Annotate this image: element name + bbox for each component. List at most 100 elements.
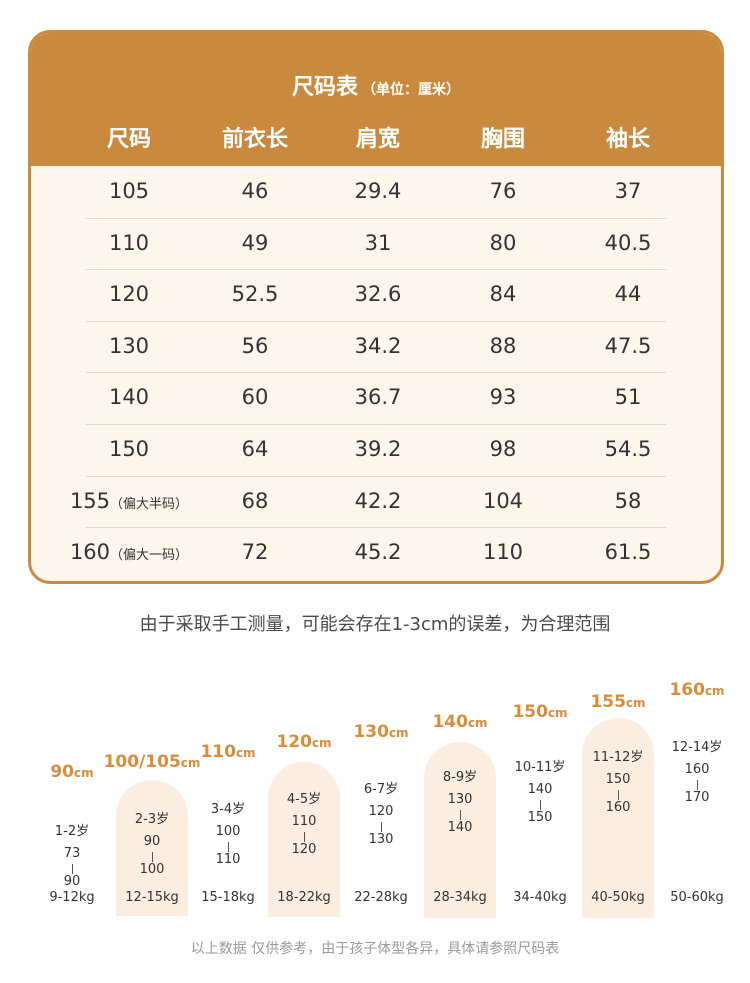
size-table-header: 尺码表 （单位：厘米） 尺码 前衣长 肩宽 胸围 袖长 — [31, 33, 721, 166]
age-range: 11-12岁 — [592, 750, 644, 765]
cell-length-value: 49 — [241, 230, 269, 255]
cell-chest: 93 — [433, 372, 573, 424]
age-range: 2-3岁 — [134, 812, 170, 827]
cell-shoulder-value: 32.6 — [354, 282, 402, 307]
cell-chest: 110 — [433, 527, 573, 579]
cell-chest-value: 93 — [489, 385, 517, 410]
cell-chest: 76 — [433, 166, 573, 218]
cell-size: 120 — [59, 269, 199, 321]
age-range: 3-4岁 — [210, 802, 246, 817]
table-row: 140 60 36.7 93 51 — [31, 372, 721, 424]
cell-chest-value: 76 — [489, 179, 517, 203]
cell-size: 105 — [59, 166, 199, 218]
size-value: 140 — [432, 712, 468, 732]
cell-sleeve-value: 37 — [614, 179, 642, 203]
cell-size-value: 160 — [69, 540, 111, 565]
size-value: 155 — [590, 692, 626, 712]
size-value: 130 — [353, 722, 389, 742]
table-row: 155（偏大半码） 68 42.2 104 58 — [31, 475, 721, 528]
height-to: 130 — [368, 832, 394, 847]
cell-sleeve: 51 — [558, 372, 698, 424]
size-label: 90cm — [17, 762, 127, 782]
age-range: 8-9岁 — [442, 770, 478, 785]
size-table-body: 105 46 29.4 76 37 110 49 31 80 40.5 120 52.5 32.6 84 4… — [31, 166, 721, 579]
cell-sleeve: 37 — [558, 166, 698, 218]
cell-shoulder: 31 — [308, 218, 448, 270]
height-to: 100 — [139, 862, 165, 877]
height-range-divider — [228, 842, 229, 852]
cell-size-value: 120 — [108, 282, 150, 307]
size-note: （偏大半码） — [110, 496, 189, 512]
cell-shoulder-value: 42.2 — [354, 488, 402, 513]
weight-range: 28-34kg — [433, 890, 487, 905]
cell-size-value: 105 — [108, 179, 150, 203]
cell-chest: 98 — [433, 424, 573, 476]
size-unit: cm — [704, 684, 725, 698]
age-range: 10-11岁 — [514, 760, 566, 775]
title-text: 尺码表 — [291, 75, 358, 100]
cell-size-value: 150 — [108, 436, 150, 461]
cell-chest: 104 — [433, 476, 573, 528]
column-header-row: 尺码 前衣长 肩宽 胸围 袖长 — [31, 121, 721, 161]
size-label: 130cm — [326, 722, 436, 742]
cell-size: 150 — [59, 424, 199, 476]
weight-range: 22-28kg — [354, 890, 408, 905]
cell-sleeve: 61.5 — [558, 527, 698, 579]
column-header-sleeve: 袖长 — [605, 127, 650, 152]
height-to: 120 — [291, 842, 317, 857]
size-unit: cm — [74, 766, 94, 780]
cell-size-value: 130 — [108, 333, 150, 358]
table-row: 120 52.5 32.6 84 44 — [31, 269, 721, 321]
height-range-divider — [304, 832, 305, 842]
height-to: 160 — [605, 800, 631, 815]
height-range-divider — [381, 822, 382, 832]
cell-length: 68 — [185, 476, 325, 528]
size-label: 110cm — [173, 742, 283, 762]
cell-size: 155（偏大半码） — [59, 476, 199, 528]
cell-shoulder-value: 34.2 — [354, 333, 402, 358]
cell-shoulder-value: 29.4 — [354, 179, 402, 203]
size-arch-background — [116, 780, 188, 916]
weight-range: 18-22kg — [277, 890, 331, 905]
cell-shoulder: 42.2 — [308, 476, 448, 528]
height-to: 170 — [684, 790, 710, 805]
cell-length-value: 72 — [241, 540, 269, 565]
size-table-card: 尺码表 （单位：厘米） 尺码 前衣长 肩宽 胸围 袖长 105 46 29.4 76 37… — [28, 30, 724, 584]
age-range: 4-5岁 — [286, 792, 322, 807]
size-value: 120 — [276, 732, 312, 752]
cell-length: 49 — [185, 218, 325, 270]
height-range-divider — [697, 780, 698, 790]
age-range: 12-14岁 — [671, 740, 723, 755]
cell-size: 130 — [59, 321, 199, 373]
cell-chest-value: 110 — [482, 540, 524, 565]
cell-size: 110 — [59, 218, 199, 270]
weight-range: 50-60kg — [670, 890, 724, 905]
cell-shoulder: 29.4 — [308, 166, 448, 218]
cell-chest: 88 — [433, 321, 573, 373]
size-unit: cm — [467, 716, 488, 730]
cell-size-value: 110 — [108, 230, 150, 255]
cell-sleeve-value: 47.5 — [604, 333, 652, 358]
cell-sleeve-value: 40.5 — [604, 230, 652, 255]
cell-chest-value: 88 — [489, 333, 517, 358]
cell-sleeve-value: 54.5 — [604, 436, 652, 461]
table-row: 130 56 34.2 88 47.5 — [31, 320, 721, 373]
weight-range: 34-40kg — [513, 890, 567, 905]
weight-range: 9-12kg — [49, 890, 95, 905]
cell-shoulder: 39.2 — [308, 424, 448, 476]
height-from: 160 — [684, 762, 710, 777]
cell-shoulder-value: 39.2 — [354, 436, 402, 461]
cell-sleeve: 54.5 — [558, 424, 698, 476]
height-range-divider — [72, 864, 73, 874]
cell-length: 64 — [185, 424, 325, 476]
cell-size: 160（偏大一码） — [59, 527, 199, 579]
height-range-divider — [152, 852, 153, 862]
size-unit: cm — [388, 726, 409, 740]
table-row: 160（偏大一码） 72 45.2 110 61.5 — [31, 527, 721, 579]
cell-length: 46 — [185, 166, 325, 218]
cell-shoulder-value: 31 — [364, 230, 392, 255]
size-value: 150 — [512, 702, 548, 722]
cell-sleeve: 47.5 — [558, 321, 698, 373]
height-range-divider — [540, 800, 541, 810]
column-header-chest: 胸围 — [480, 127, 525, 152]
